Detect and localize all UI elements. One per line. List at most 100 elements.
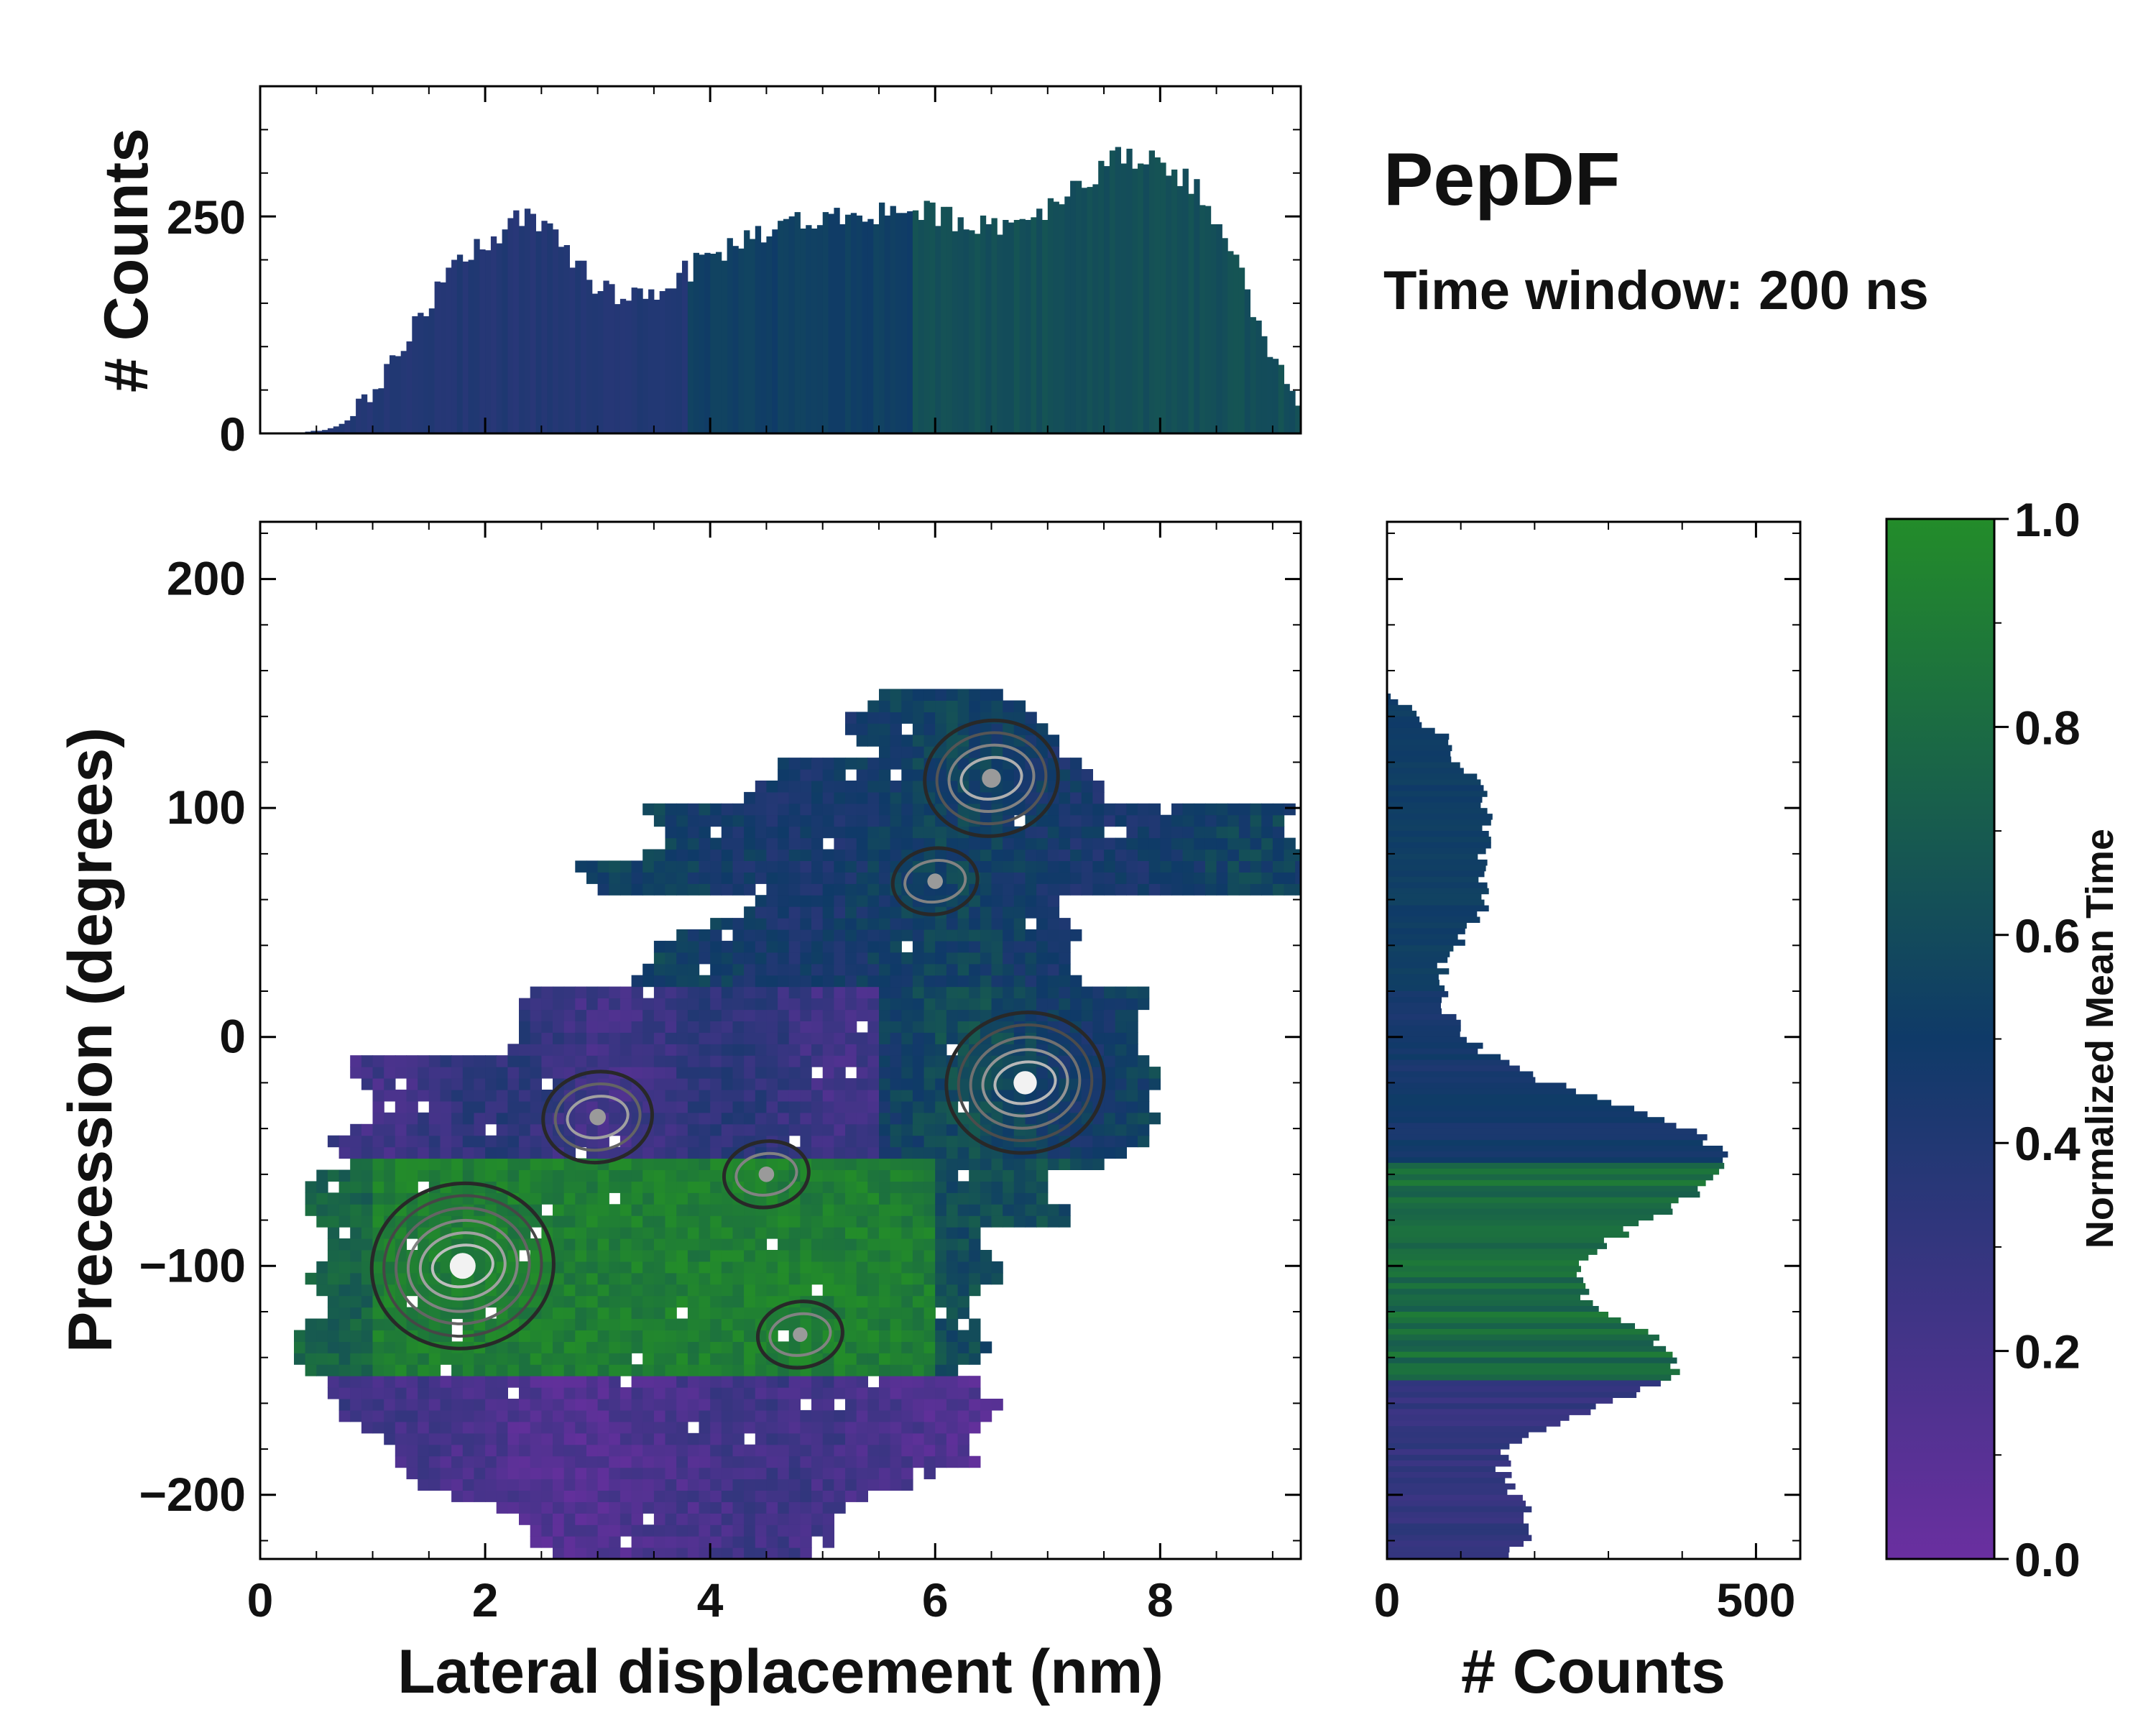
- heatmap-cell: [957, 1158, 969, 1170]
- heatmap-cell: [553, 1467, 565, 1480]
- top-histogram-bar: [788, 216, 795, 433]
- top-histogram-bar: [665, 288, 671, 433]
- heatmap-cell: [788, 1478, 801, 1491]
- heatmap-cell: [935, 1295, 947, 1308]
- heatmap-cell: [687, 1123, 700, 1136]
- heatmap-cell: [856, 975, 868, 988]
- heatmap-cell: [811, 895, 824, 907]
- heatmap-cell: [969, 1192, 981, 1205]
- heatmap-cell: [563, 1364, 576, 1376]
- heatmap-cell: [710, 803, 722, 816]
- heatmap-cell: [957, 975, 969, 988]
- right-histogram-bar: [1387, 1157, 1723, 1164]
- heatmap-cell: [676, 1501, 688, 1514]
- heatmap-cell: [642, 1055, 655, 1067]
- heatmap-cell: [619, 1227, 632, 1239]
- top-histogram-bar: [507, 218, 514, 433]
- heatmap-cell: [699, 849, 711, 861]
- heatmap-cell: [541, 1478, 553, 1491]
- heatmap-cell: [1092, 1158, 1105, 1170]
- heatmap-cell: [553, 1432, 565, 1445]
- heatmap-cell: [597, 1501, 609, 1514]
- heatmap-cell: [586, 1455, 599, 1468]
- heatmap-cell: [969, 906, 981, 919]
- heatmap-cell: [879, 1261, 891, 1274]
- heatmap-cell: [822, 826, 834, 839]
- heatmap-cell: [372, 1387, 384, 1399]
- heatmap-cell: [766, 986, 778, 999]
- heatmap-cell: [867, 883, 880, 896]
- main-ylabel: Precession (degrees): [56, 727, 125, 1353]
- heatmap-cell: [676, 1090, 688, 1102]
- top-histogram-bar: [912, 210, 919, 433]
- heatmap-cell: [732, 1318, 745, 1330]
- right-histogram-bar: [1387, 1294, 1580, 1301]
- heatmap-cell: [946, 998, 959, 1011]
- heatmap-cell: [384, 1341, 396, 1353]
- heatmap-cell: [384, 1146, 396, 1159]
- heatmap-cell: [800, 814, 812, 827]
- heatmap-cell: [575, 986, 587, 999]
- heatmap-cell: [923, 952, 936, 965]
- colorbar-ticks: 0.00.20.40.60.81.0: [1994, 493, 2081, 1586]
- heatmap-cell: [507, 1169, 520, 1182]
- heatmap-cell: [800, 883, 812, 896]
- heatmap-cell: [507, 1432, 520, 1445]
- heatmap-cell: [541, 1169, 553, 1182]
- heatmap-cell: [687, 1169, 700, 1182]
- heatmap-cell: [586, 1250, 599, 1262]
- heatmap-cell: [451, 1100, 464, 1113]
- heatmap-cell: [822, 1135, 834, 1148]
- heatmap-cell: [969, 837, 981, 850]
- heatmap-cell: [372, 1158, 384, 1170]
- right-histogram-bar: [1387, 1260, 1579, 1266]
- heatmap-cell: [530, 1341, 542, 1353]
- density-contour: [722, 1139, 811, 1210]
- heatmap-cell: [418, 1238, 430, 1251]
- heatmap-cell: [879, 1215, 891, 1228]
- heatmap-cell: [553, 1169, 565, 1182]
- heatmap-cell: [507, 1055, 520, 1067]
- heatmap-cell: [1104, 1032, 1116, 1044]
- heatmap-cell: [1070, 803, 1082, 816]
- heatmap-cell: [361, 1421, 374, 1434]
- heatmap-cell: [485, 1421, 497, 1434]
- heatmap-cell: [980, 1261, 992, 1274]
- heatmap-cell: [1036, 1181, 1049, 1193]
- right-histogram-bar: [1387, 893, 1482, 901]
- right-xtick-label: 0: [1374, 1573, 1401, 1627]
- heatmap-cell: [361, 1318, 374, 1330]
- heatmap-cell: [665, 1044, 677, 1056]
- heatmap-cell: [1036, 998, 1049, 1011]
- heatmap-cell: [901, 1376, 913, 1388]
- heatmap-cell: [766, 1490, 778, 1502]
- heatmap-cell: [653, 1284, 666, 1297]
- heatmap-cell: [1013, 849, 1026, 861]
- heatmap-cell: [744, 1123, 756, 1136]
- heatmap-cell: [744, 1364, 756, 1376]
- heatmap-cell: [935, 1215, 947, 1228]
- heatmap-cell: [912, 1341, 925, 1353]
- density-contour: [566, 1095, 630, 1140]
- heatmap-cell: [788, 895, 801, 907]
- heatmap-cell: [462, 1100, 475, 1113]
- heatmap-cell: [530, 1409, 542, 1422]
- heatmap-cell: [778, 1478, 790, 1491]
- heatmap-cell: [586, 1307, 599, 1320]
- heatmap-cell: [1003, 781, 1015, 793]
- heatmap-cell: [1047, 849, 1060, 861]
- heatmap-cell: [586, 1192, 599, 1205]
- heatmap-cell: [856, 1364, 868, 1376]
- heatmap-cell: [1036, 1158, 1049, 1170]
- heatmap-cell: [946, 837, 959, 850]
- right-histogram-bar: [1387, 1054, 1501, 1061]
- heatmap-cell: [811, 1100, 824, 1113]
- top-histogram-bar: [1098, 160, 1105, 433]
- heatmap-cell: [507, 1135, 520, 1148]
- heatmap-cell: [766, 1078, 778, 1090]
- heatmap-cell: [653, 1135, 666, 1148]
- heatmap-cell: [867, 918, 880, 930]
- heatmap-cell: [609, 1272, 621, 1285]
- heatmap-cell: [890, 1284, 902, 1297]
- heatmap-cell: [1059, 849, 1071, 861]
